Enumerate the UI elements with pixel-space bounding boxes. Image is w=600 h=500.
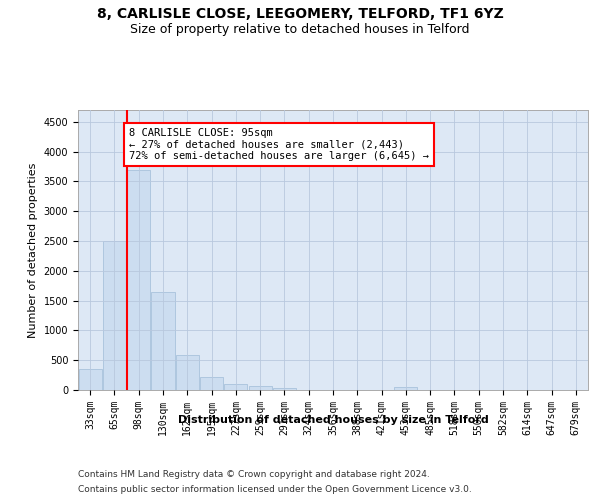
Bar — [79, 369, 101, 390]
Text: Contains public sector information licensed under the Open Government Licence v3: Contains public sector information licen… — [78, 485, 472, 494]
Bar — [200, 377, 223, 390]
Bar — [151, 292, 175, 390]
Bar — [127, 170, 150, 390]
Text: Size of property relative to detached houses in Telford: Size of property relative to detached ho… — [130, 22, 470, 36]
Bar — [248, 386, 272, 390]
Text: 8 CARLISLE CLOSE: 95sqm
← 27% of detached houses are smaller (2,443)
72% of semi: 8 CARLISLE CLOSE: 95sqm ← 27% of detache… — [129, 128, 429, 161]
Text: Contains HM Land Registry data © Crown copyright and database right 2024.: Contains HM Land Registry data © Crown c… — [78, 470, 430, 479]
Bar — [176, 356, 199, 390]
Bar — [273, 388, 296, 390]
Bar — [224, 384, 247, 390]
Y-axis label: Number of detached properties: Number of detached properties — [28, 162, 38, 338]
Bar — [394, 387, 418, 390]
Text: Distribution of detached houses by size in Telford: Distribution of detached houses by size … — [178, 415, 488, 425]
Bar — [103, 241, 126, 390]
Text: 8, CARLISLE CLOSE, LEEGOMERY, TELFORD, TF1 6YZ: 8, CARLISLE CLOSE, LEEGOMERY, TELFORD, T… — [97, 8, 503, 22]
